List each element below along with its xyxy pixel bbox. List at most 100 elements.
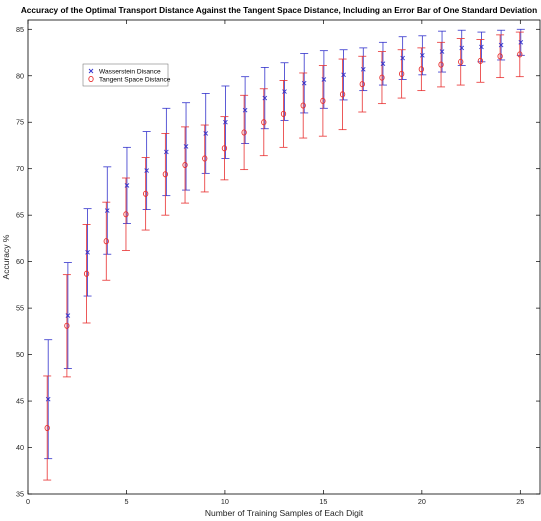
y-axis-label: Accuracy % bbox=[1, 234, 11, 279]
tangent-point bbox=[123, 211, 129, 218]
tangent-point bbox=[517, 51, 523, 58]
tangent-point bbox=[64, 322, 70, 329]
tangent-point bbox=[83, 270, 90, 277]
y-tick-label: 85 bbox=[16, 25, 24, 34]
wasserstein-point bbox=[301, 80, 307, 86]
wasserstein-point bbox=[321, 77, 327, 82]
wasserstein-point bbox=[479, 44, 484, 50]
y-tick-label: 70 bbox=[16, 164, 24, 173]
error-bar bbox=[121, 177, 130, 251]
wasserstein-point bbox=[400, 55, 405, 61]
wasserstein-point bbox=[498, 42, 504, 48]
wasserstein-point bbox=[104, 208, 110, 213]
tick-labels: 0 5 10 15 20 25 35 40 45 50 55 60 65 70 75 80 85 bbox=[16, 25, 524, 506]
tangent-point bbox=[182, 161, 188, 169]
tangent-point bbox=[241, 129, 247, 136]
tangent-point bbox=[379, 74, 385, 81]
x-tick-label: 10 bbox=[221, 497, 229, 506]
data-markers bbox=[44, 39, 524, 432]
error-bar bbox=[240, 94, 249, 171]
tangent-point bbox=[497, 53, 503, 60]
x-tick-label: 15 bbox=[319, 497, 327, 506]
tangent-point bbox=[359, 81, 365, 88]
y-tick-label: 65 bbox=[16, 211, 24, 220]
chart-title: Accuracy of the Optimal Transport Distan… bbox=[21, 5, 537, 15]
tangent-point bbox=[261, 119, 267, 126]
error-bar bbox=[417, 47, 426, 92]
error-bar bbox=[476, 39, 485, 83]
legend-item: Tangent Space Distance bbox=[88, 75, 171, 83]
error-bar bbox=[279, 80, 288, 148]
tangent-point bbox=[339, 91, 346, 98]
wasserstein-point bbox=[341, 72, 346, 78]
error-bar bbox=[338, 58, 347, 131]
wasserstein-point bbox=[242, 107, 248, 113]
y-tick-label: 40 bbox=[16, 443, 24, 452]
y-tick-label: 55 bbox=[16, 304, 24, 313]
error-bar bbox=[515, 31, 524, 78]
y-tick-label: 45 bbox=[16, 397, 24, 406]
legend-box bbox=[82, 63, 169, 87]
tangent-point bbox=[320, 97, 326, 104]
x-tick-label: 0 bbox=[26, 497, 30, 506]
tangent-point bbox=[280, 110, 287, 117]
wasserstein-point bbox=[459, 45, 465, 51]
y-tick-label: 50 bbox=[16, 350, 24, 359]
y-tick-label: 60 bbox=[16, 257, 24, 266]
error-bar bbox=[259, 88, 268, 157]
wasserstein-point bbox=[85, 250, 90, 255]
wasserstein-point bbox=[203, 131, 209, 136]
error-bar bbox=[82, 224, 91, 324]
wasserstein-point bbox=[380, 61, 386, 67]
error-bar bbox=[358, 55, 367, 113]
wasserstein-point bbox=[518, 39, 524, 45]
x-tick-label: 5 bbox=[124, 497, 128, 506]
plot-area bbox=[27, 19, 541, 495]
legend-marker bbox=[88, 75, 94, 83]
axis-ticks bbox=[27, 20, 540, 495]
error-bar bbox=[220, 116, 229, 181]
tangent-point bbox=[458, 58, 464, 65]
legend-label: Tangent Space Distance bbox=[99, 76, 171, 83]
wasserstein-point bbox=[45, 396, 51, 402]
legend-label: Wasserstein Disance bbox=[99, 68, 161, 75]
wasserstein-point bbox=[124, 183, 130, 188]
tangent-point bbox=[399, 70, 405, 77]
x-tick-label: 20 bbox=[418, 497, 426, 506]
tangent-point bbox=[103, 238, 109, 245]
wasserstein-point bbox=[223, 119, 228, 125]
error-bar bbox=[496, 34, 505, 79]
error-bar bbox=[318, 65, 327, 137]
error-bar bbox=[181, 126, 190, 204]
wasserstein-point bbox=[65, 313, 71, 318]
x-axis-label: Number of Training Samples of Each Digit bbox=[205, 508, 364, 518]
wasserstein-point bbox=[164, 149, 169, 155]
tangent-point bbox=[202, 155, 208, 162]
error-bar bbox=[161, 132, 170, 216]
wasserstein-point bbox=[439, 49, 445, 54]
error-bar bbox=[200, 124, 209, 193]
tangent-point bbox=[221, 145, 228, 152]
tangent-point bbox=[418, 66, 424, 73]
wasserstein-point bbox=[282, 89, 287, 94]
wasserstein-point bbox=[262, 95, 268, 101]
wasserstein-point bbox=[144, 168, 149, 173]
tangent-point bbox=[143, 190, 149, 197]
y-tick-label: 80 bbox=[16, 71, 24, 80]
wasserstein-point bbox=[420, 52, 425, 58]
error-bar bbox=[397, 49, 406, 99]
wasserstein-point bbox=[183, 144, 189, 149]
wasserstein-point bbox=[360, 66, 366, 72]
error-bar bbox=[62, 274, 71, 378]
tangent-point bbox=[300, 102, 306, 109]
y-tick-label: 35 bbox=[16, 490, 24, 499]
tangent-point bbox=[477, 57, 484, 64]
tangent-point bbox=[438, 61, 444, 68]
legend-item: Wasserstein Disance bbox=[88, 68, 161, 75]
error-bar bbox=[43, 375, 52, 481]
y-tick-label: 75 bbox=[16, 118, 24, 127]
x-tick-label: 25 bbox=[516, 497, 524, 506]
tangent-point bbox=[44, 424, 50, 432]
tangent-point bbox=[162, 171, 168, 178]
